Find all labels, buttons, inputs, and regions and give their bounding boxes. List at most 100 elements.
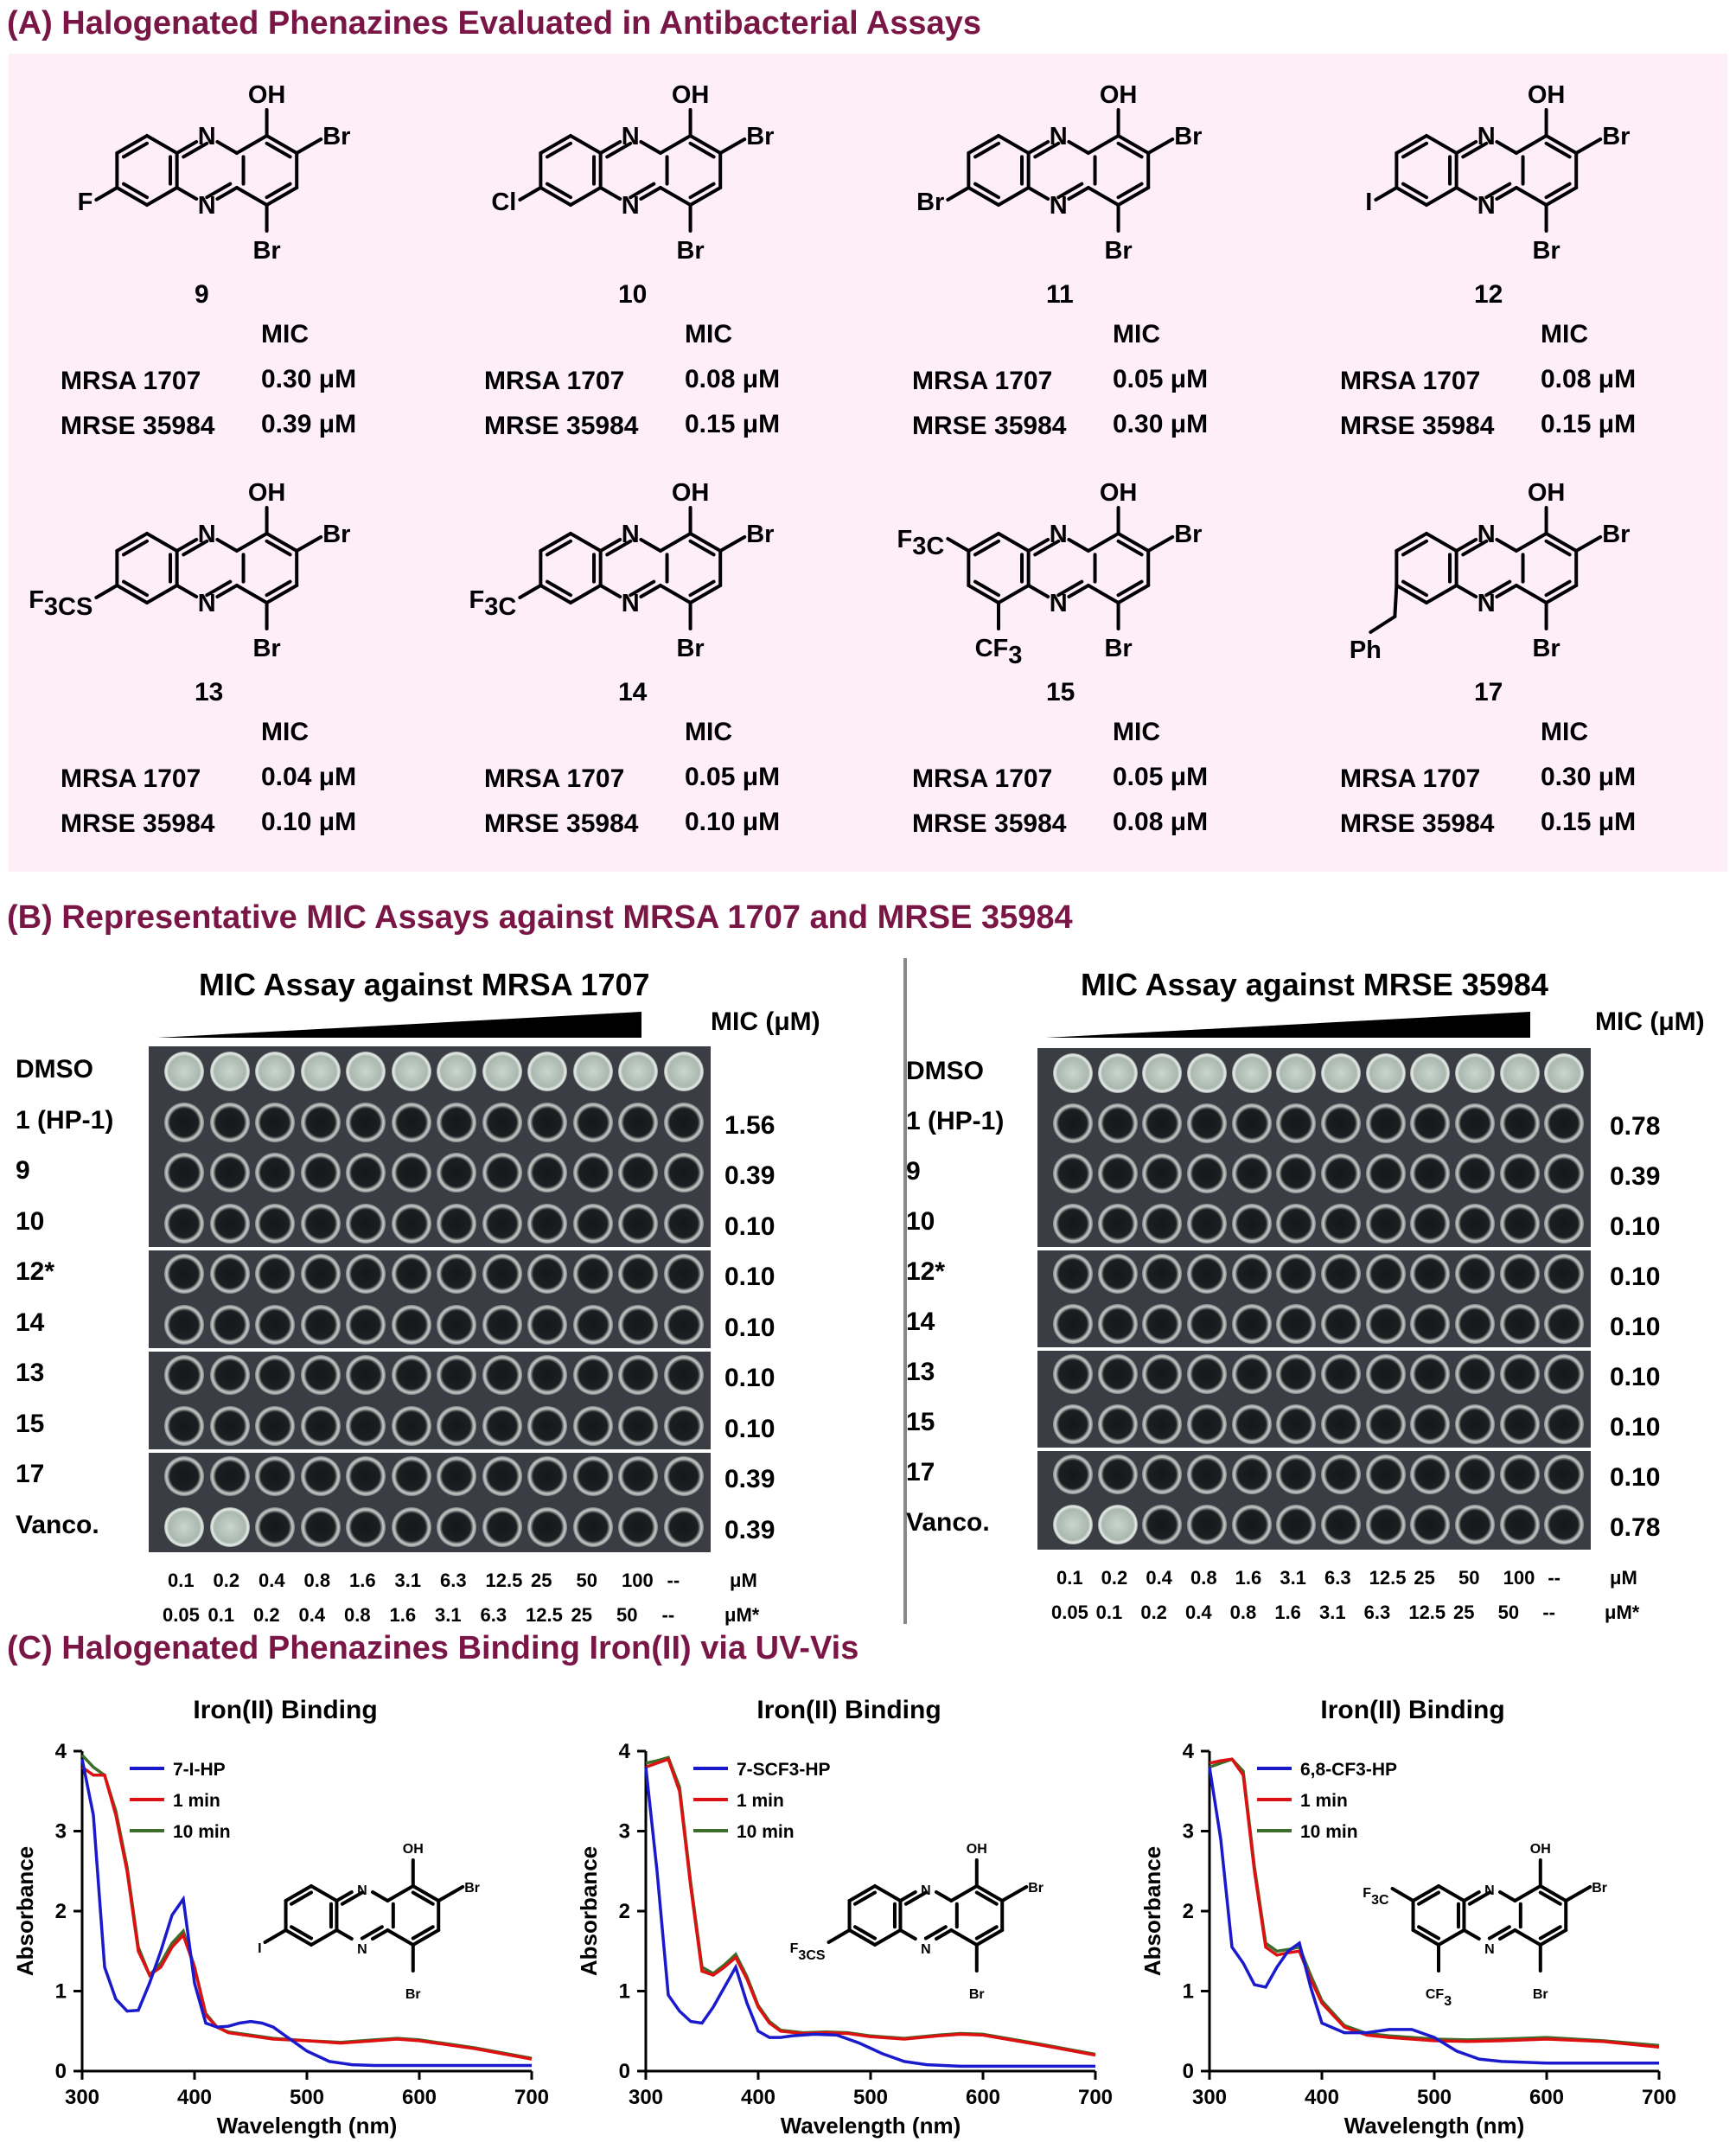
plate-well: [391, 1456, 431, 1496]
row-mic-value: 0.10: [1610, 1212, 1661, 1241]
plate-well: [164, 1304, 204, 1345]
concentration-label: 6.3: [1324, 1567, 1351, 1589]
plate-well: [1276, 1154, 1317, 1193]
substituent-label: Br: [916, 189, 944, 216]
plate-well: [1544, 1404, 1585, 1444]
mrsa-label: MRSA 1707: [61, 764, 201, 793]
x-tick-label: 600: [1529, 2086, 1564, 2109]
legend-entry: 1 min: [737, 1791, 784, 1811]
row-label: 17: [906, 1458, 935, 1487]
row-mic-value: 0.10: [724, 1263, 775, 1291]
substituent-label: I: [258, 1941, 261, 1956]
row-mic-value: 0.39: [724, 1161, 775, 1190]
row-mic-value: 0.10: [1610, 1413, 1661, 1442]
mrsa-value: 0.05 μM: [1113, 763, 1209, 791]
plate-well: [1231, 1053, 1272, 1093]
plate-well: [1231, 1354, 1272, 1394]
bromine-atom: Br: [1533, 1987, 1548, 2002]
panel-a-title: (A) Halogenated Phenazines Evaluated in …: [7, 5, 981, 42]
row-label: 1 (HP-1): [16, 1105, 114, 1135]
hydroxyl-group: OH: [672, 479, 710, 507]
hydroxyl-group: OH: [1528, 479, 1566, 507]
concentration-gradient-wedge: [1046, 1012, 1530, 1038]
mrse-value: 0.15 μM: [1541, 808, 1637, 836]
concentration-label: 0.1: [1056, 1567, 1083, 1589]
phenazine-structure: N N OH Br Br F3C CF3: [897, 479, 1203, 669]
plate-separator: [149, 1449, 711, 1453]
mrsa-label: MRSA 1707: [61, 367, 201, 395]
y-tick-label: 0: [619, 2060, 630, 2083]
bromine-atom: Br: [1104, 635, 1132, 662]
assay-title: MIC Assay against MRSA 1707: [199, 967, 650, 1002]
plate-well: [1365, 1154, 1406, 1193]
plate-well: [346, 1456, 386, 1496]
mic-column-header: MIC (μM): [711, 1007, 820, 1036]
substituent-label: Ph: [1350, 636, 1382, 664]
plate-well: [663, 1153, 704, 1192]
row-mic-value: 0.10: [724, 1313, 775, 1342]
bromine-atom: Br: [405, 1987, 421, 2002]
row-mic-value: 0.10: [724, 1212, 775, 1241]
plate-well: [1321, 1304, 1361, 1344]
row-mic-value: 0.10: [724, 1414, 775, 1443]
concentration-label: μM: [1610, 1567, 1637, 1589]
nitrogen-atom: N: [921, 1883, 931, 1898]
x-axis-label: Wavelength (nm): [1344, 2113, 1524, 2139]
plate-well: [1455, 1103, 1495, 1143]
mic-header: MIC: [261, 718, 309, 746]
plate-well: [164, 1456, 204, 1496]
plate-well: [1097, 1304, 1138, 1344]
plate-well: [572, 1456, 613, 1496]
plate-well: [1097, 1404, 1138, 1444]
plate-well: [209, 1405, 250, 1446]
plate-well: [572, 1254, 613, 1294]
plate-well: [1365, 1204, 1406, 1244]
plate-well: [1187, 1053, 1227, 1093]
plate-well: [482, 1203, 522, 1244]
plate-well: [300, 1355, 341, 1395]
plate-well: [527, 1052, 567, 1091]
plate-well: [1365, 1254, 1406, 1294]
legend-entry: 6,8-CF3-HP: [1300, 1760, 1397, 1780]
nitrogen-atom: N: [622, 590, 640, 617]
concentration-label: 12.5: [485, 1570, 523, 1591]
plate-well: [1544, 1505, 1585, 1544]
compound-card-12: N N OH Br Br I 12 MIC MRSA 1707 0.08 μM MRSE 35984…: [1297, 54, 1720, 460]
plate-well: [1053, 1103, 1093, 1143]
nitrogen-atom: N: [357, 1942, 367, 1957]
mrse-value: 0.30 μM: [1113, 410, 1209, 438]
plate-well: [1321, 1154, 1361, 1193]
y-tick-label: 2: [619, 1900, 630, 1923]
plate-well: [663, 1254, 704, 1294]
row-mic-value: 0.39: [1610, 1162, 1661, 1191]
plate-well: [1053, 1404, 1093, 1444]
plate-well: [572, 1102, 613, 1142]
mic-column-header: MIC (μM): [1595, 1007, 1705, 1036]
concentration-label-half: 0.1: [1095, 1602, 1123, 1623]
plate-well: [1455, 1154, 1495, 1193]
mrsa-label: MRSA 1707: [912, 764, 1053, 793]
row-label: 14: [906, 1308, 935, 1336]
nitrogen-atom: N: [1050, 590, 1068, 617]
plate-well: [391, 1254, 431, 1294]
compound-card-13: N N OH Br Br F3CS 13 MIC MRSA 1707 0.04 μM MRSE 35…: [17, 451, 441, 858]
x-tick-label: 700: [1642, 2086, 1676, 2109]
bromine-atom: Br: [1532, 237, 1560, 265]
plate-well: [1499, 1254, 1540, 1294]
plate-well: [618, 1304, 658, 1345]
mrsa-value: 0.30 μM: [261, 365, 357, 393]
phenazine-structure: N N OH Br Br F3C: [469, 479, 775, 662]
plate-well: [618, 1254, 658, 1294]
plate-well: [1097, 1254, 1138, 1294]
bromine-atom: Br: [1104, 237, 1132, 265]
plate-well: [255, 1456, 295, 1496]
nitrogen-atom: N: [1478, 521, 1496, 548]
plate-well: [1455, 1053, 1495, 1093]
bromine-atom: Br: [252, 237, 280, 265]
compound-number: 17: [1474, 678, 1503, 707]
compound-card-17: N N OH Br Br Ph 17 MIC MRSA 1707 0.30 μM MRSE 3598…: [1297, 451, 1720, 858]
nitrogen-atom: N: [1478, 123, 1496, 150]
bromine-atom: Br: [969, 1987, 985, 2002]
plate-well: [209, 1506, 250, 1547]
plate-well: [1365, 1103, 1406, 1143]
